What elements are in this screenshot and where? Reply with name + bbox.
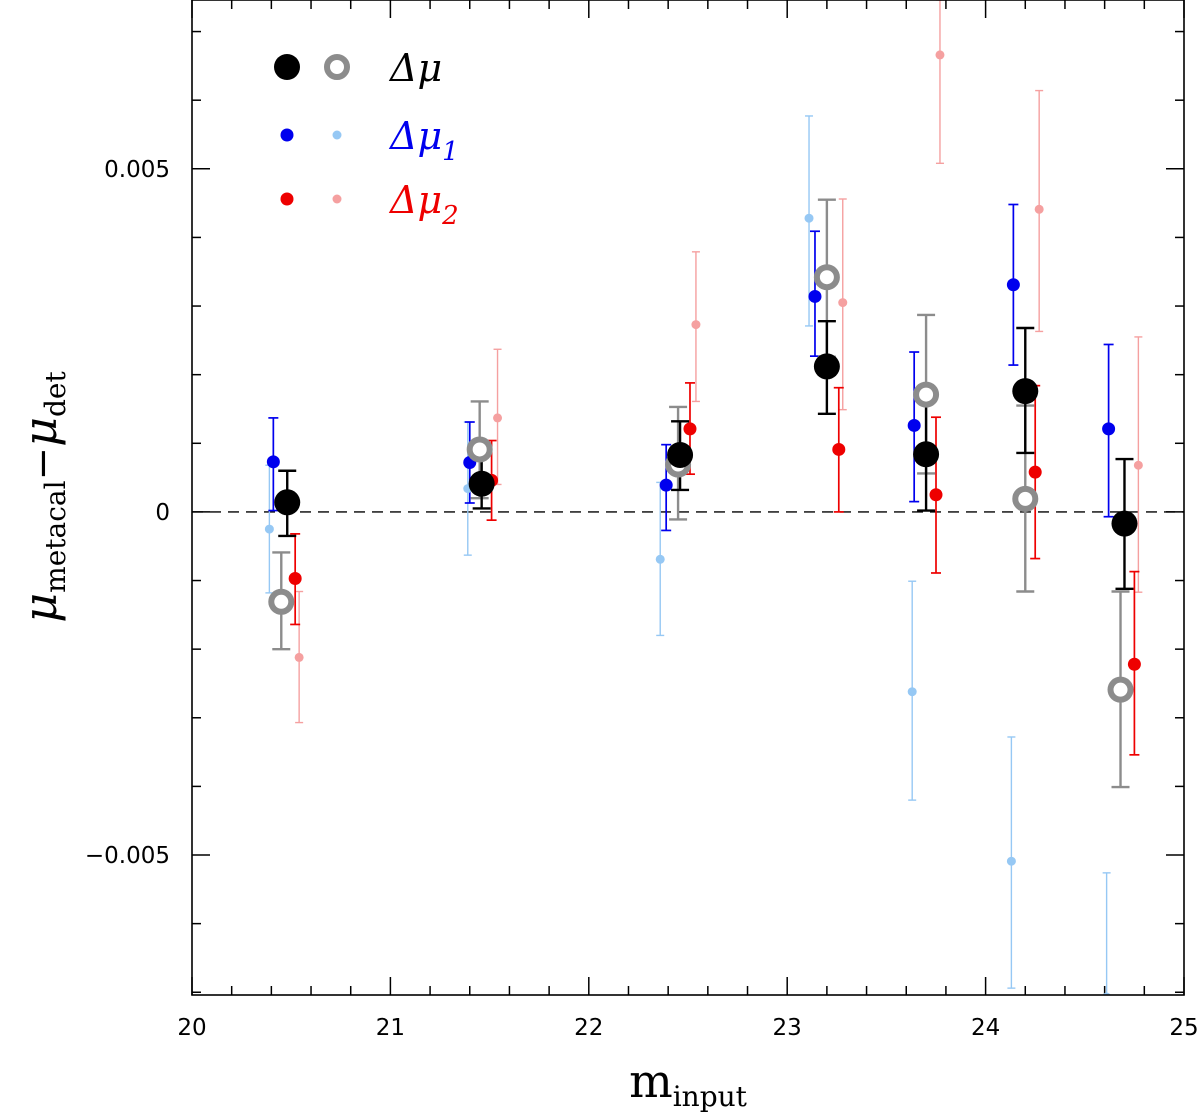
legend-marker-open-gray	[324, 54, 350, 80]
dmu_filled-point	[667, 441, 694, 468]
legend-label-text: Δμ	[388, 46, 442, 90]
dmu2_light-point	[838, 298, 848, 308]
minor-ticks	[192, 0, 1184, 995]
dmu2_dark-point	[929, 488, 943, 502]
legend-marker-blue-light	[332, 130, 342, 140]
y-tick-label: 0.005	[104, 157, 170, 183]
dmu2_light-point	[1034, 204, 1044, 214]
legend-marker-blue-dark	[280, 128, 294, 142]
x-tick-label: 25	[1169, 1015, 1198, 1041]
y-axis-title-minus: −	[20, 447, 66, 481]
dmu2_light-point	[935, 50, 945, 60]
dmu1_dark-point	[1102, 422, 1116, 436]
dmu1_light-point	[655, 554, 665, 564]
dmu_filled-point	[913, 441, 940, 468]
y-axis-title-sub2: det	[39, 371, 72, 417]
dmu1_light-point	[804, 213, 814, 223]
x-tick-label: 22	[574, 1015, 603, 1041]
y-tick-label: 0	[155, 500, 170, 526]
dmu_filled-point	[1111, 510, 1138, 537]
dmu_filled-point	[1012, 378, 1039, 405]
legend-marker-red-dark	[280, 192, 294, 206]
y-axis-title-main2: μ	[13, 417, 67, 447]
legend-label-delta-mu-1: Δμ1	[388, 114, 459, 167]
dmu_open-point	[1012, 485, 1039, 512]
dmu2_dark-point	[288, 571, 302, 585]
legend-label-sub: 1	[442, 137, 459, 167]
dmu1_dark-point	[907, 418, 921, 432]
x-tick-label: 23	[773, 1015, 802, 1041]
major-ticks	[191, 0, 1185, 995]
dmu1_dark-point	[1006, 278, 1020, 292]
legend-marker-filled-black	[274, 54, 300, 80]
legend-label-sub: 2	[441, 201, 459, 231]
data-markers	[264, 50, 1143, 995]
x-tick-labels: 20 21 22 23 24 25	[177, 1015, 1198, 1041]
dmu_open-point	[913, 381, 940, 408]
x-tick-label: 20	[177, 1015, 206, 1041]
legend-label-text: Δμ	[388, 114, 442, 158]
y-axis-title-sub1: metacal	[39, 480, 72, 592]
dmu1_light-point	[907, 687, 917, 697]
dmu_open-point	[268, 588, 295, 615]
legend-label-text: Δμ	[388, 178, 442, 222]
dmu1_dark-point	[808, 289, 822, 303]
dmu1_dark-point	[659, 478, 673, 492]
dmu1_light-point	[1006, 856, 1016, 866]
dmu2_light-point	[493, 413, 503, 423]
legend-label-delta-mu-2: Δμ2	[388, 178, 459, 231]
x-axis-title: minput	[629, 1054, 748, 1112]
dmu2_dark-point	[1028, 465, 1042, 479]
dmu_open-point	[1107, 676, 1134, 703]
legend-marker-red-light	[332, 194, 342, 204]
dmu_filled-point	[468, 470, 495, 497]
dmu2_light-point	[294, 652, 304, 662]
dmu_open-point	[813, 264, 840, 291]
dmu1_light-point	[264, 524, 274, 534]
dmu2_dark-point	[832, 442, 846, 456]
x-tick-label: 21	[376, 1015, 405, 1041]
x-tick-label: 24	[971, 1015, 1000, 1041]
dmu_filled-point	[274, 489, 301, 516]
plot-frame	[191, 0, 1185, 996]
x-axis-title-main: m	[629, 1054, 673, 1108]
dmu_open-point	[466, 436, 493, 463]
legend: Δμ Δμ1 Δμ2	[274, 46, 459, 231]
y-axis-title-main: μ	[13, 593, 67, 623]
y-axis-title: μmetacal−μdet	[13, 371, 72, 623]
y-tick-label: −0.005	[85, 843, 170, 869]
dmu2_dark-point	[1127, 657, 1141, 671]
legend-label-delta-mu: Δμ	[388, 46, 442, 90]
x-axis-title-sub: input	[673, 1080, 748, 1112]
dmu2_light-point	[691, 320, 701, 330]
dmu2_dark-point	[683, 422, 697, 436]
y-tick-labels: −0.005 0 0.005	[85, 157, 170, 869]
dmu2_light-point	[1133, 460, 1143, 470]
dmu_filled-point	[813, 353, 840, 380]
dmu1_dark-point	[266, 455, 280, 469]
